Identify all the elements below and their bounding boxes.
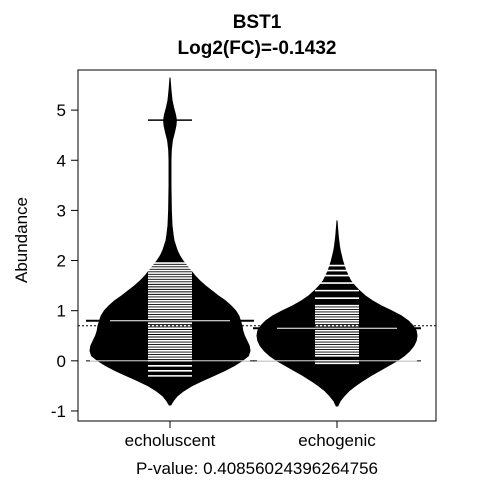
plot-frame [77, 69, 437, 422]
chart-title: BST1 [233, 12, 282, 33]
violin-echoluscent [86, 77, 254, 406]
violins-layer [78, 77, 436, 407]
y-tick-label: -1 [51, 402, 66, 421]
x-axis: echoluscent echogenic [125, 421, 376, 450]
y-tick-label: 1 [57, 302, 66, 321]
y-axis: -1 0 1 2 3 4 5 [51, 101, 78, 421]
y-axis-label: Abundance [12, 197, 31, 283]
y-tick-label: 5 [57, 101, 66, 120]
y-tick-label: 3 [57, 201, 66, 220]
x-tick-label: echogenic [298, 431, 376, 450]
x-axis-label: P-value: 0.40856024396264756 [136, 459, 378, 478]
x-tick-label: echoluscent [125, 431, 216, 450]
y-tick-label: 0 [57, 352, 66, 371]
y-tick-label: 2 [57, 252, 66, 271]
y-tick-label: 4 [57, 151, 66, 170]
chart-subtitle: Log2(FC)=-0.1432 [178, 38, 337, 59]
violin-body [89, 77, 251, 406]
violin-echogenic [253, 220, 421, 407]
